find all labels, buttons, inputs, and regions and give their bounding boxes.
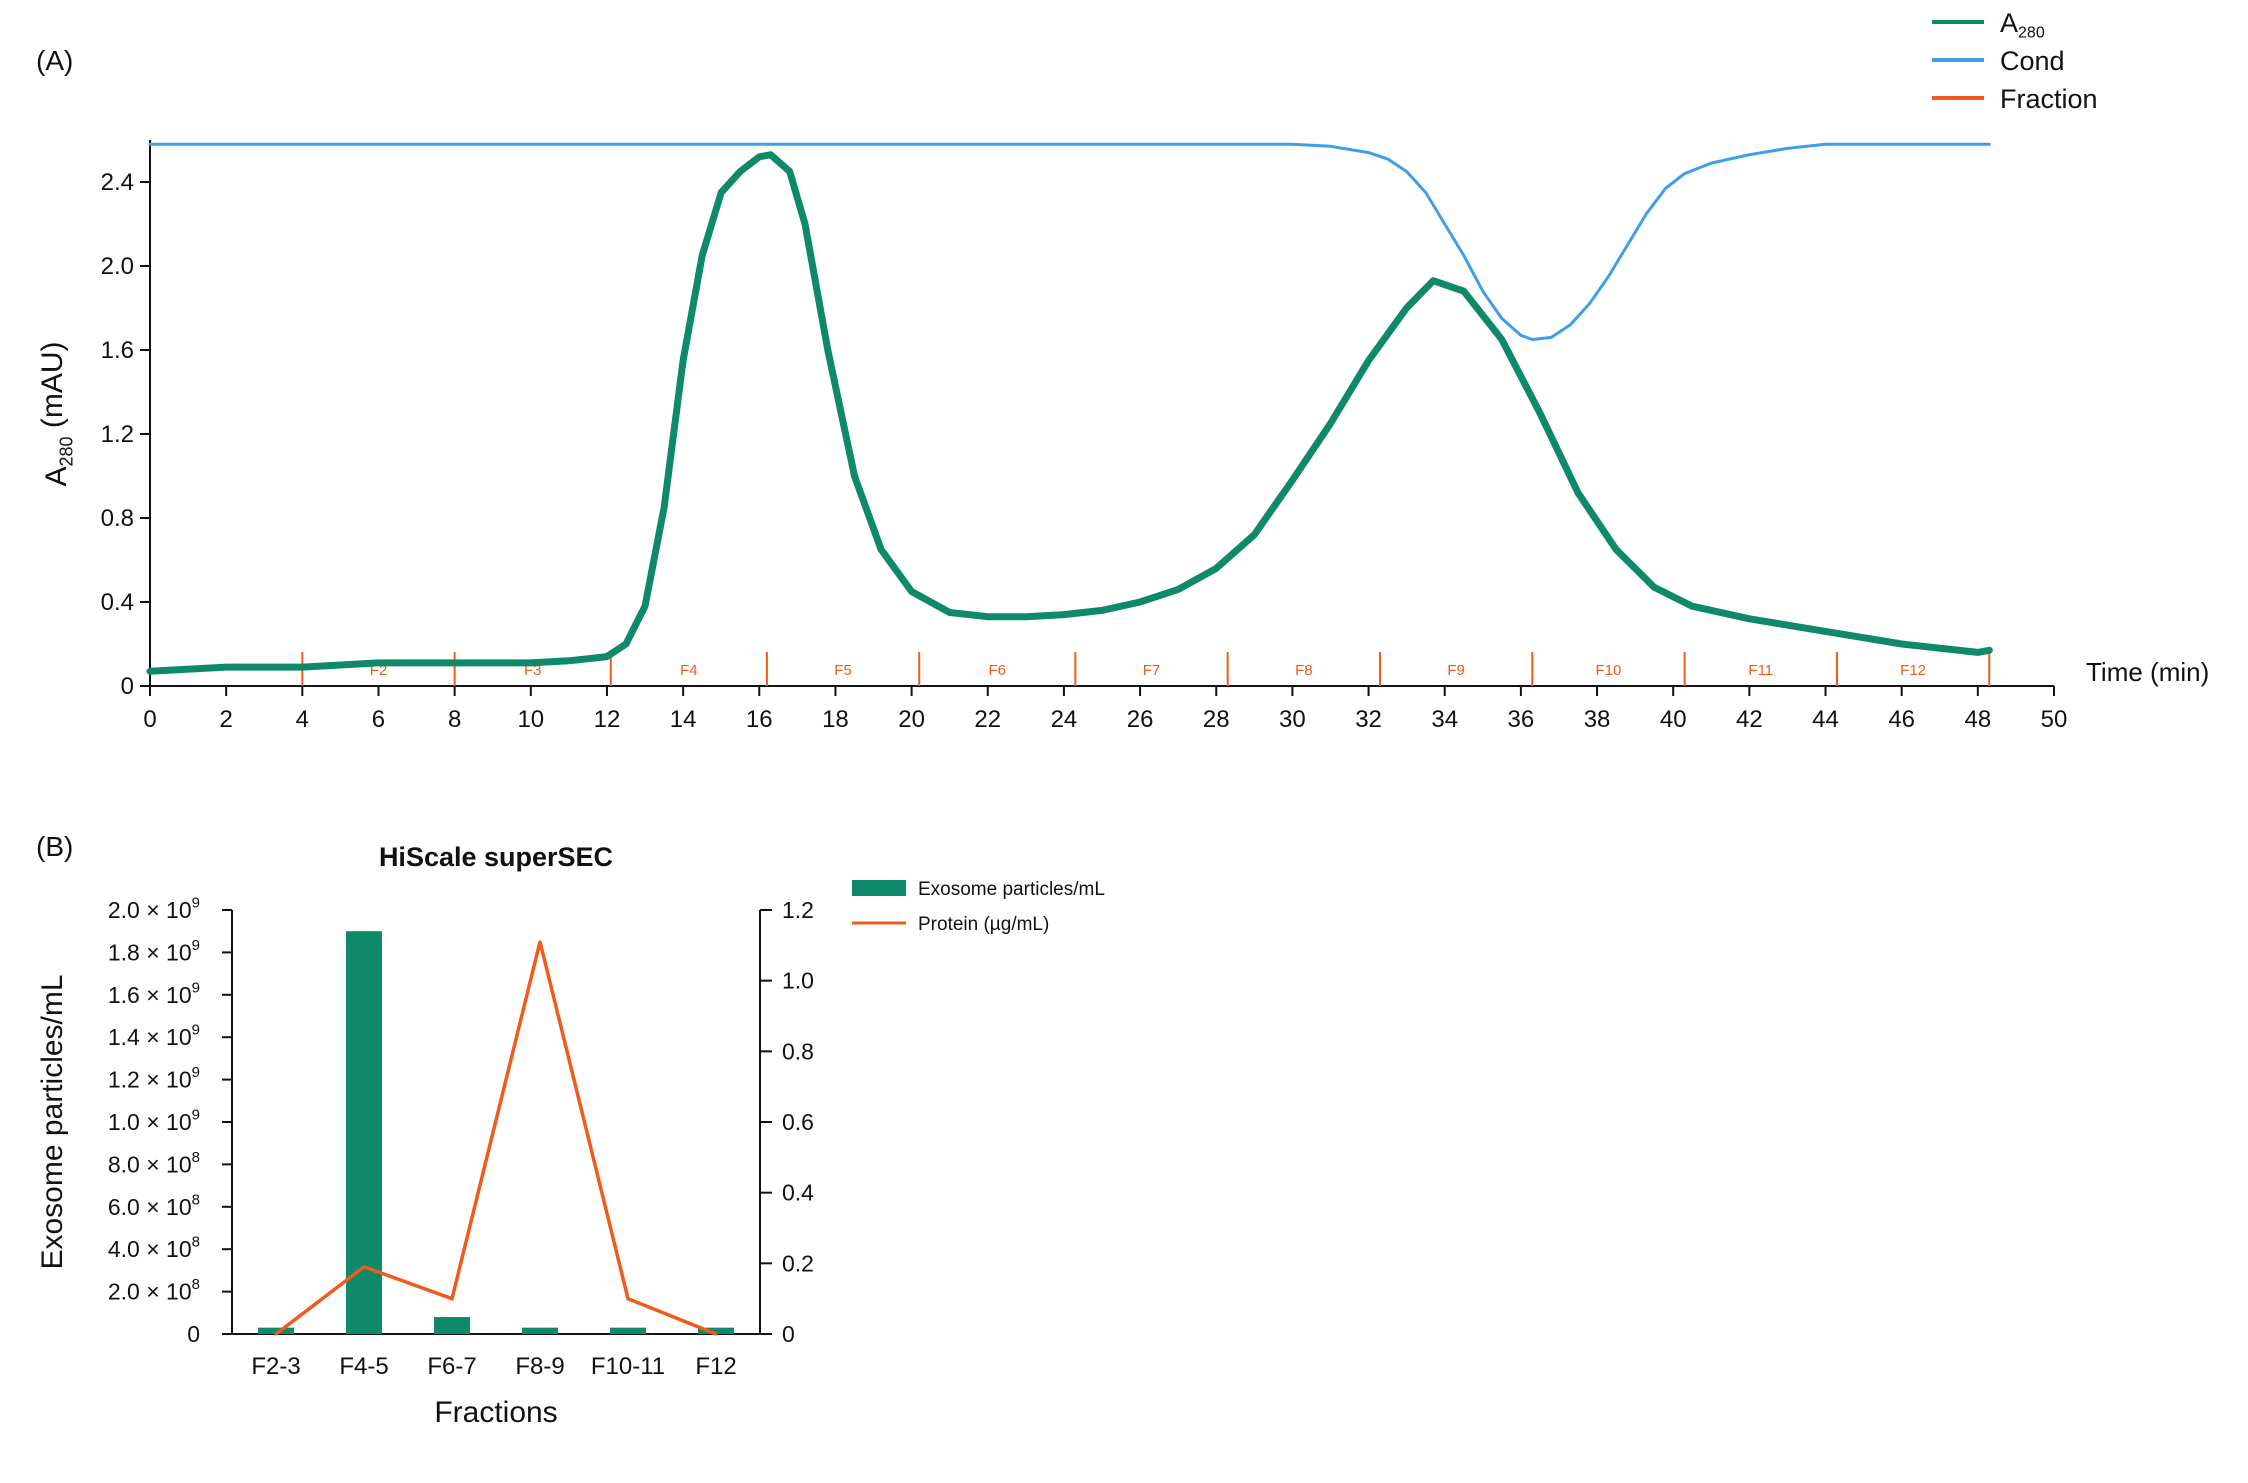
y-tick-label: 2.0 × 108: [108, 1276, 200, 1305]
x-tick-label: 42: [1736, 706, 1763, 733]
protein-point: [626, 1297, 630, 1301]
x-tick-label: 40: [1660, 706, 1687, 733]
x-tick-label: 14: [670, 706, 697, 733]
x-tick-label: 26: [1127, 706, 1154, 733]
legend-label: Fraction: [2000, 84, 2098, 114]
fraction-label: F12: [1900, 662, 1926, 679]
legend-label: Exosome particles/mL: [918, 879, 1105, 900]
legend: Exosome particles/mL Protein (µg/mL): [852, 879, 1105, 935]
protein-point: [362, 1265, 366, 1269]
x-tick-label: F10-11: [591, 1353, 665, 1380]
series-line-cond: [148, 142, 1991, 341]
x-tick-label: 46: [1888, 706, 1915, 733]
legend-label: Protein (µg/mL): [918, 914, 1049, 935]
x-tick-label: 12: [594, 706, 621, 733]
x-tick-label: 8: [448, 706, 461, 733]
y-tick-label: 2.4: [101, 169, 134, 196]
x-tick-label: 28: [1203, 706, 1230, 733]
x-tick-label: 20: [898, 706, 925, 733]
protein-line: [274, 941, 717, 1336]
x-tick-label: 48: [1964, 706, 1991, 733]
y-tick-label: 8.0 × 108: [108, 1149, 200, 1178]
y-tick-label: 1.6 × 109: [108, 979, 200, 1008]
x-tick-label: 6: [372, 706, 385, 733]
y-tick-label: 0.4: [101, 589, 134, 616]
x-tick-label: 44: [1812, 706, 1839, 733]
fraction-label: F6: [989, 662, 1007, 679]
y-tick-label: 0: [187, 1321, 200, 1347]
fraction-label: F7: [1143, 662, 1161, 679]
x-tick-label: 36: [1508, 706, 1535, 733]
x-tick-label: 4: [296, 706, 309, 733]
y2-tick-label: 0.6: [782, 1109, 814, 1135]
x-tick-label: 10: [517, 706, 544, 733]
y-tick-label: 1.2: [101, 421, 134, 448]
panel-b-exosome-bar-chart: (B) HiScale superSEC 0 2.0 × 108 4.0 × 108 6.…: [36, 831, 1105, 1429]
y-tick-label: 6.0 × 108: [108, 1191, 200, 1220]
x-axis-title: Time (min): [2086, 657, 2209, 687]
series-line-a280: [146, 151, 1993, 675]
y2-tick-label: 0: [782, 1321, 795, 1347]
y-tick-label: 0: [121, 673, 134, 700]
panel-a-label: (A): [36, 45, 73, 76]
protein-point: [538, 940, 542, 944]
y-tick-label: 4.0 × 108: [108, 1234, 200, 1263]
x-tick-label: 2: [219, 706, 232, 733]
y2-tick-label: 1.0: [782, 968, 814, 994]
y-tick-label: 2.0 × 109: [108, 895, 200, 924]
fraction-label: F9: [1447, 662, 1465, 679]
protein-point: [714, 1332, 718, 1336]
bar: [698, 1327, 734, 1334]
fraction-label: F11: [1748, 662, 1773, 679]
x-axis-title: Fractions: [434, 1396, 557, 1429]
x-tick-label: 34: [1431, 706, 1458, 733]
y-tick-label: 1.0 × 109: [108, 1107, 200, 1136]
x-tick-label: F8-9: [515, 1353, 564, 1380]
legend-swatch-bar: [852, 880, 906, 896]
x-tick-label: F12: [695, 1353, 736, 1380]
y-axis-title: A280 (mAU): [36, 341, 77, 486]
bar: [522, 1327, 558, 1334]
y2-tick-label: 0.4: [782, 1180, 814, 1206]
chart-title: HiScale superSEC: [379, 842, 613, 872]
protein-point: [450, 1297, 454, 1301]
fraction-label: F8: [1295, 662, 1313, 679]
bar: [434, 1317, 470, 1334]
panel-a-chromatogram: (A)0 2 4 6 8 10 12 14 16 18 20 22 24 26 28 30 32 34 36 38 40…: [36, 8, 2209, 733]
y-tick-label: 1.4 × 109: [108, 1022, 200, 1051]
bar: [258, 1327, 294, 1334]
bar: [610, 1327, 646, 1334]
x-tick-label: 24: [1051, 706, 1078, 733]
fraction-label: F5: [834, 662, 852, 679]
y-tick-label: 1.8 × 109: [108, 937, 200, 966]
y-tick-label: 0.8: [101, 505, 134, 532]
y-tick-label: 1.6: [101, 337, 134, 364]
y2-tick-label: 1.2: [782, 897, 814, 923]
y-tick-label: 1.2 × 109: [108, 1064, 200, 1093]
legend-label: A280: [2000, 8, 2045, 42]
x-tick-label: 50: [2041, 706, 2068, 733]
x-tick-label: 32: [1355, 706, 1382, 733]
x-tick-label: 22: [974, 706, 1001, 733]
y2-tick-label: 0.8: [782, 1038, 814, 1064]
protein-point: [274, 1332, 278, 1336]
bar: [346, 931, 382, 1334]
y-tick-label: 2.0: [101, 253, 134, 280]
fraction-label: F10: [1596, 662, 1622, 679]
x-tick-label: F4-5: [339, 1353, 388, 1380]
legend-label: Cond: [2000, 46, 2065, 76]
x-tick-label: F2-3: [251, 1353, 300, 1380]
x-tick-label: 0: [143, 706, 156, 733]
fraction-label: F4: [680, 662, 698, 679]
y2-tick-label: 0.2: [782, 1250, 814, 1276]
x-tick-label: 18: [822, 706, 849, 733]
x-tick-label: 16: [746, 706, 773, 733]
legend: A280 Cond Fraction: [1932, 8, 2098, 114]
x-tick-label: 38: [1584, 706, 1611, 733]
panel-b-label: (B): [36, 831, 73, 862]
x-tick-label: 30: [1279, 706, 1306, 733]
y-axis-title: Exosome particles/mL: [36, 974, 69, 1269]
x-tick-label: F6-7: [427, 1353, 476, 1380]
